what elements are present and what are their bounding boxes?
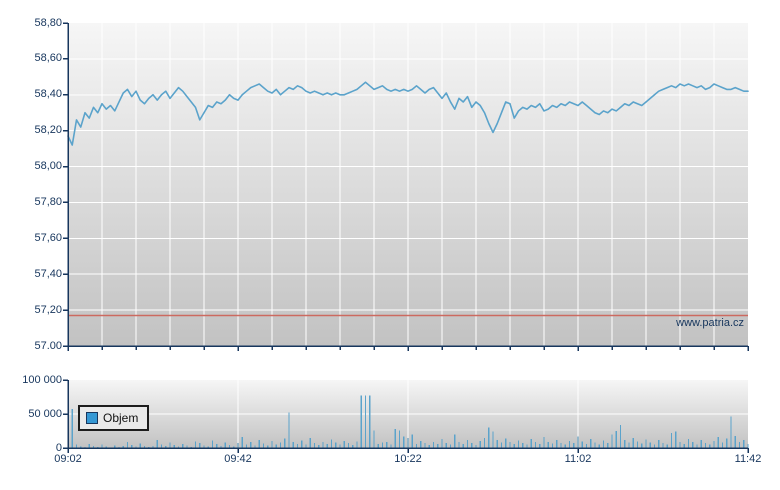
legend-label: Objem [103, 411, 139, 425]
price-axis-tick-label: 58,00 [34, 160, 62, 173]
price-series-line [67, 81, 749, 146]
price-axis-tick-label: 57.00 [34, 339, 62, 352]
time-axis-tick-label: 11:02 [564, 453, 592, 465]
time-axis-tick-label: 10:22 [394, 453, 422, 465]
volume-axis-tick-label: 0 [55, 441, 62, 454]
volume-axis-tick-label: 100 000 [22, 373, 62, 386]
price-axis-tick-label: 58,80 [34, 16, 62, 29]
price-axis-tick-label: 58,20 [34, 124, 62, 137]
price-axis-tick-label: 58,60 [34, 52, 62, 65]
legend-marker-icon [86, 412, 98, 424]
time-axis-tick-label: 11:42 [734, 453, 762, 465]
volume-chart [63, 379, 749, 453]
volume-legend: Objem [78, 405, 150, 431]
price-axis-tick-label: 57,60 [34, 231, 62, 244]
time-axis-tick-label: 09:42 [224, 453, 252, 465]
watermark: www.patria.cz [676, 317, 744, 329]
price-axis-tick-label: 58,40 [34, 88, 62, 101]
price-axis-tick-label: 57,80 [34, 195, 62, 208]
price-axis-tick-label: 57,40 [34, 267, 62, 280]
price-axis-tick-label: 57,20 [34, 303, 62, 316]
price-chart [63, 22, 749, 351]
time-axis-tick-label: 09:02 [54, 453, 82, 465]
volume-axis-tick-label: 50 000 [28, 407, 62, 420]
